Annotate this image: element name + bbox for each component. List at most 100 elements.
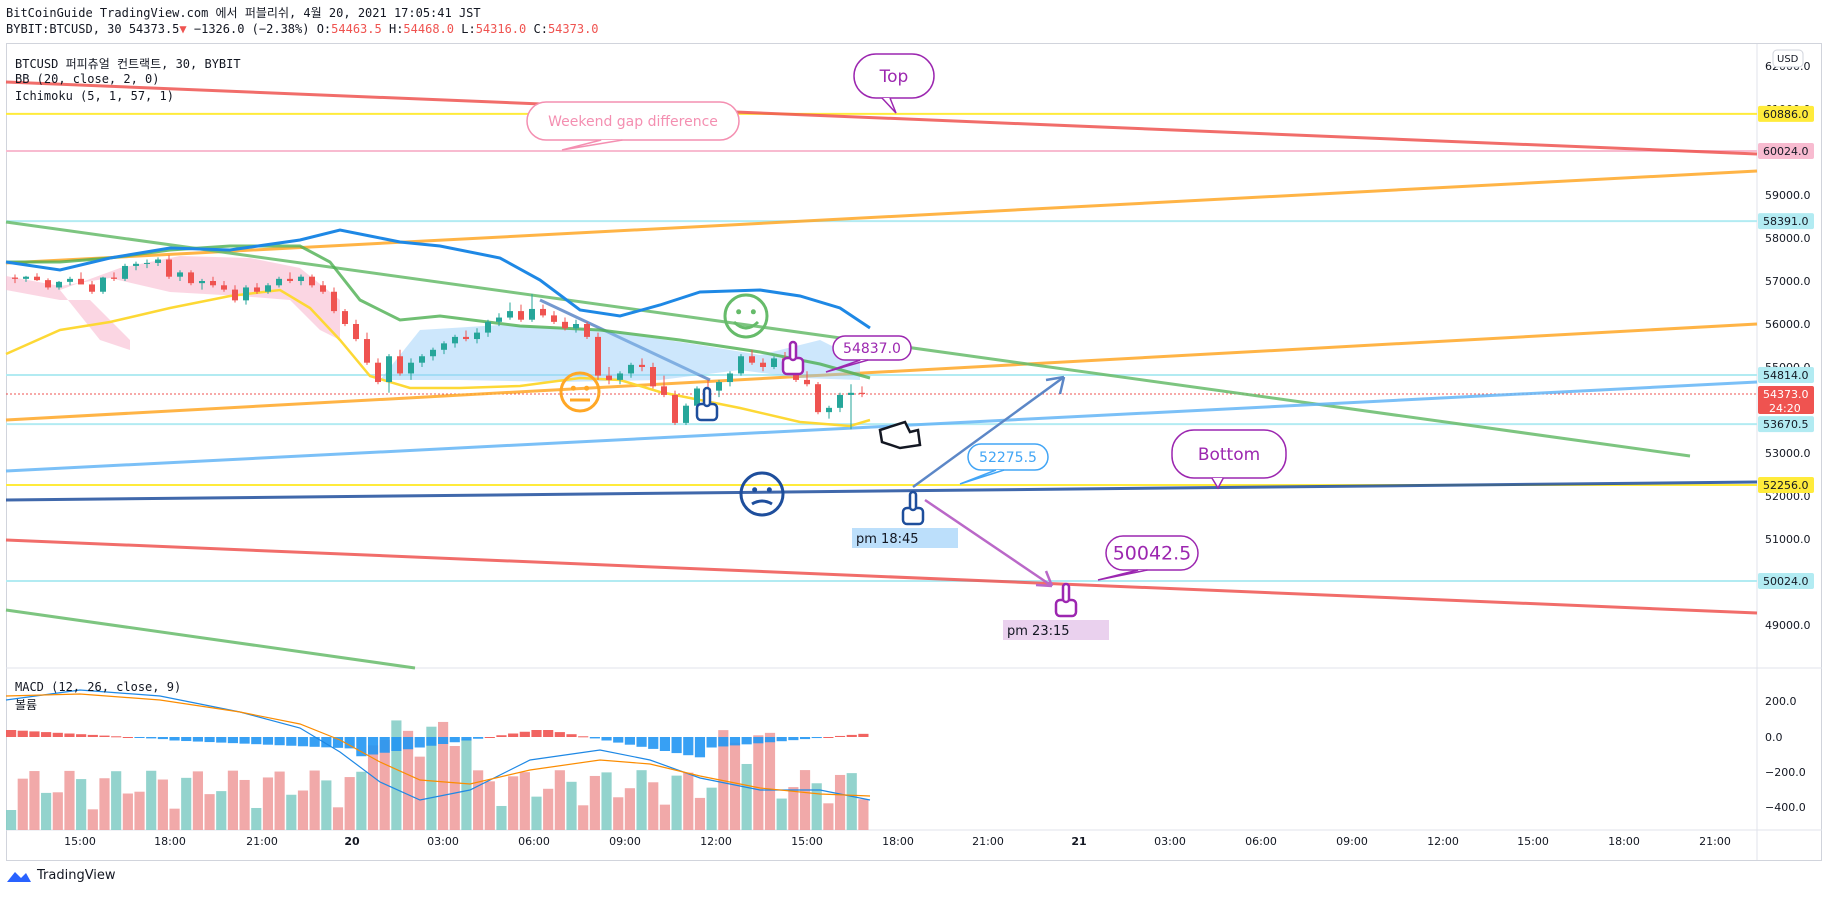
candle-body [826, 407, 832, 413]
volume-bar [99, 778, 110, 830]
macd-histogram-bar [262, 737, 274, 745]
volume-bar [157, 779, 168, 830]
macd-histogram-bar [461, 737, 472, 741]
price-50042-callout-text: 50042.5 [1113, 543, 1192, 565]
price-50042-callout-tail [1097, 569, 1148, 581]
candle-body [606, 375, 612, 380]
macd-histogram-bar [426, 737, 437, 746]
volume-bar [578, 805, 589, 830]
macd-histogram-bar [613, 737, 624, 743]
price-tag [1758, 105, 1814, 122]
signal-line [5, 693, 871, 797]
x-tick-label: 15:00 [791, 835, 823, 848]
y-tick-label: 56000.0 [1765, 318, 1811, 331]
price-tag [1758, 366, 1814, 383]
macd-histogram-bar [379, 737, 390, 753]
neutral-face-icon-eye [570, 385, 576, 391]
candle-body [837, 394, 843, 408]
macd-histogram-bar [706, 737, 717, 748]
macd-histogram-bar [543, 730, 554, 737]
volume-bar [204, 794, 215, 830]
macd-histogram-bar [134, 737, 145, 738]
macd-histogram-bar [671, 737, 682, 754]
candle-body [34, 276, 40, 281]
price-tag [1758, 572, 1814, 589]
price-tag [1758, 142, 1814, 159]
high-value: 54468.0 [403, 22, 454, 36]
volume-bar [251, 807, 262, 830]
down-arrow-head [1035, 570, 1054, 588]
macd-histogram-bar [181, 737, 192, 742]
trend-line [5, 169, 1758, 265]
low-label: L: [461, 22, 476, 36]
volume-bar [87, 809, 98, 830]
tradingview-footer[interactable]: TradingView [6, 868, 116, 883]
volume-bar [508, 776, 519, 830]
volume-bar [449, 746, 460, 830]
macd-histogram-bar [508, 733, 519, 737]
candle-body [441, 343, 447, 350]
candle-body [529, 308, 535, 320]
macd-histogram-bar [52, 732, 63, 737]
volume-bar [788, 787, 799, 830]
candle-body [243, 287, 249, 301]
price-tag [1758, 416, 1814, 433]
volume-bar [414, 756, 425, 830]
macd-histogram-bar [332, 737, 344, 748]
smiley-icon-eye [736, 309, 742, 315]
macd-histogram-bar [99, 735, 110, 737]
close-value: 54373.0 [547, 22, 599, 36]
candle-body [265, 285, 271, 292]
x-tick-label: 21:00 [1699, 835, 1731, 848]
candle-body [617, 373, 623, 380]
macd-histogram-bar [601, 737, 612, 741]
candle-body [496, 317, 502, 322]
volume-bar [309, 770, 320, 830]
open-label: O: [316, 22, 332, 36]
chart-svg[interactable]: 49000.050000.051000.052000.053000.054000… [0, 0, 1828, 862]
macd-histogram-bar [297, 737, 309, 747]
pointing-hand-icon-finger [1061, 582, 1071, 604]
candle-body [727, 373, 733, 383]
macd-histogram-bar [17, 730, 28, 737]
x-tick-label: 06:00 [1245, 835, 1277, 848]
down-arrow-line [924, 498, 1053, 588]
smiley-mouth [732, 320, 760, 330]
candle-body [584, 324, 590, 337]
x-tick-label: 12:00 [1427, 835, 1459, 848]
candle-body [716, 382, 722, 391]
macd-histogram-bar [636, 737, 647, 747]
dizzy-face-icon-eye [766, 487, 772, 493]
volume-bar [741, 763, 752, 830]
candle-body [375, 362, 381, 383]
y-tick-label: 57000.0 [1765, 275, 1811, 288]
macd-histogram-bar [496, 735, 507, 737]
candle-body [155, 259, 161, 263]
chart-frame[interactable] [6, 43, 1822, 861]
volume-bar [764, 732, 776, 830]
macd-histogram-bar [29, 731, 40, 737]
volume-bar [379, 739, 390, 830]
macd-histogram-bar [764, 737, 776, 743]
macd-histogram-bar [344, 737, 355, 749]
candle-body [342, 311, 348, 324]
trend-line [539, 298, 711, 382]
candle-body [452, 336, 458, 344]
volume-bar [29, 771, 40, 830]
price-tag [1758, 476, 1814, 493]
candle-body [518, 311, 524, 320]
candle-body [122, 265, 128, 279]
candle-body [331, 291, 337, 312]
volume-bar [776, 798, 787, 830]
x-tick-label: 15:00 [64, 835, 96, 848]
candle-body [661, 386, 667, 395]
volume-bar [17, 778, 28, 830]
legend-ichimoku: Ichimoku (5, 1, 57, 1) [15, 89, 174, 103]
time-label-box [1003, 620, 1109, 640]
macd-histogram-bar [356, 737, 367, 757]
volume-bar [391, 720, 402, 830]
macd-tick-label: 200.0 [1765, 695, 1797, 708]
trend-line [5, 608, 416, 670]
time-label-box [852, 528, 958, 548]
currency-badge [1772, 49, 1804, 68]
